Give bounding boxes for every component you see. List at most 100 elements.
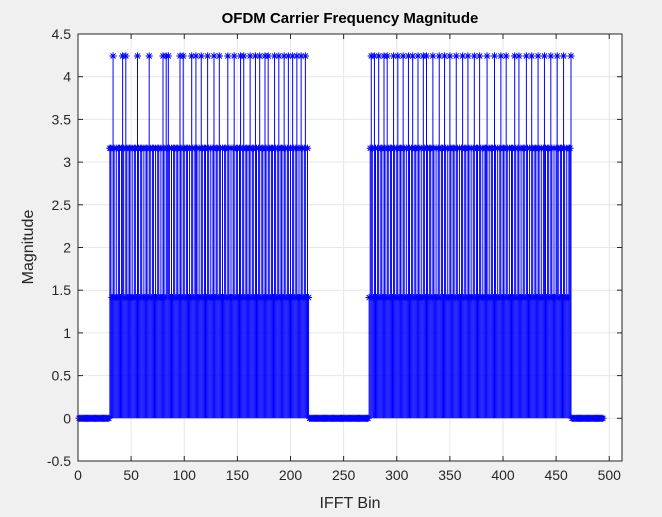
stem-marker <box>161 293 169 302</box>
stem-marker <box>275 52 283 60</box>
stem-marker <box>452 52 460 60</box>
stem-marker <box>429 52 437 60</box>
stem-marker <box>567 52 575 60</box>
stem-marker <box>188 52 196 60</box>
y-tick-label: 3.5 <box>52 111 72 127</box>
stem-marker <box>389 52 398 60</box>
stem-marker <box>480 293 488 302</box>
stem-marker <box>476 52 484 60</box>
y-tick-label: 1 <box>63 325 71 341</box>
stem-marker <box>497 52 505 60</box>
stem-marker <box>551 293 559 302</box>
stem-marker <box>365 293 373 302</box>
stem-marker <box>297 52 305 60</box>
stem-marker <box>270 52 279 60</box>
ticks: 0 50 100 150 200 250 300 350 400 450 500-0.500.511… <box>47 26 622 483</box>
stem-marker <box>240 52 248 60</box>
stem-marker <box>414 52 422 60</box>
y-tick-label: 4.5 <box>52 26 72 42</box>
stem-marker <box>256 52 264 60</box>
stem-marker <box>179 52 187 60</box>
x-tick-label: 100 <box>173 467 197 483</box>
stem-series <box>109 55 572 419</box>
stem-marker <box>435 52 443 60</box>
stem-marker <box>303 144 312 152</box>
stem-marker <box>422 52 431 60</box>
stem-marker <box>164 52 172 60</box>
stem-marker <box>204 52 212 60</box>
stem-marker <box>459 52 467 60</box>
stem-marker <box>133 52 142 60</box>
x-tick-label: 450 <box>544 467 568 483</box>
stem-marker <box>540 52 549 60</box>
x-tick-label: 250 <box>332 467 356 483</box>
stem-marker <box>534 52 542 60</box>
stem-marker <box>145 52 153 60</box>
y-tick-label: -0.5 <box>47 453 71 469</box>
y-tick-label: 3 <box>63 154 71 170</box>
stem-marker <box>522 52 530 60</box>
stem-marker <box>538 293 546 302</box>
stem-marker <box>553 52 561 60</box>
stem-marker <box>246 52 254 60</box>
stem-marker <box>515 52 523 60</box>
x-tick-label: 0 <box>74 467 82 483</box>
stem-marker <box>215 52 223 60</box>
y-tick-label: 1.5 <box>52 282 72 298</box>
stem-marker <box>105 414 113 422</box>
stem-marker <box>383 52 391 60</box>
stem-marker <box>109 52 117 60</box>
stem-marker <box>483 52 491 60</box>
stem-marker <box>502 52 510 60</box>
x-tick-label: 350 <box>438 467 462 483</box>
stem-marker <box>404 52 413 60</box>
stem-marker <box>304 293 313 302</box>
y-tick-label: 4 <box>63 69 71 85</box>
stem-marker <box>301 52 309 60</box>
y-axis-label: Magnitude <box>20 210 37 285</box>
stem-marker <box>192 52 200 60</box>
stem-marker <box>599 414 607 422</box>
stem-marker <box>289 52 297 60</box>
chart-title: OFDM Carrier Frequency Magnitude <box>222 10 479 27</box>
stem-marker <box>116 293 125 302</box>
x-tick-label: 200 <box>279 467 303 483</box>
stem-marker <box>284 52 292 60</box>
stem-marker <box>547 52 555 60</box>
stem-marker <box>399 52 407 60</box>
x-tick-label: 500 <box>598 467 622 483</box>
stem-marker <box>190 293 198 302</box>
stem-marker <box>280 52 288 60</box>
y-tick-label: 0.5 <box>52 368 72 384</box>
stem-marker <box>230 52 238 60</box>
x-tick-label: 300 <box>385 467 409 483</box>
stem-marker <box>564 293 572 302</box>
stem-markers <box>75 52 607 422</box>
stem-marker <box>470 52 478 60</box>
stem-marker <box>511 52 519 60</box>
stem-marker <box>528 52 536 60</box>
stem-marker <box>197 52 205 60</box>
x-axis-label: IFFT Bin <box>319 495 380 512</box>
stem-marker <box>446 52 454 60</box>
stem-marker <box>251 52 260 60</box>
stem-marker <box>409 52 417 60</box>
stem-marker <box>264 52 272 60</box>
stem-marker <box>293 52 301 60</box>
x-tick-label: 150 <box>226 467 250 483</box>
stem-marker <box>364 414 372 422</box>
y-tick-label: 2.5 <box>52 197 72 213</box>
stem-marker <box>224 52 232 60</box>
stem-marker <box>375 52 383 60</box>
stem-marker <box>559 52 568 60</box>
stem-marker <box>370 52 379 60</box>
y-tick-label: 2 <box>63 240 71 256</box>
stem-marker <box>122 52 130 60</box>
stem-marker <box>440 52 449 60</box>
stem-marker <box>490 52 499 60</box>
x-tick-label: 400 <box>491 467 515 483</box>
stem-marker <box>210 52 218 60</box>
x-tick-label: 50 <box>123 467 139 483</box>
stem-marker <box>394 52 402 60</box>
